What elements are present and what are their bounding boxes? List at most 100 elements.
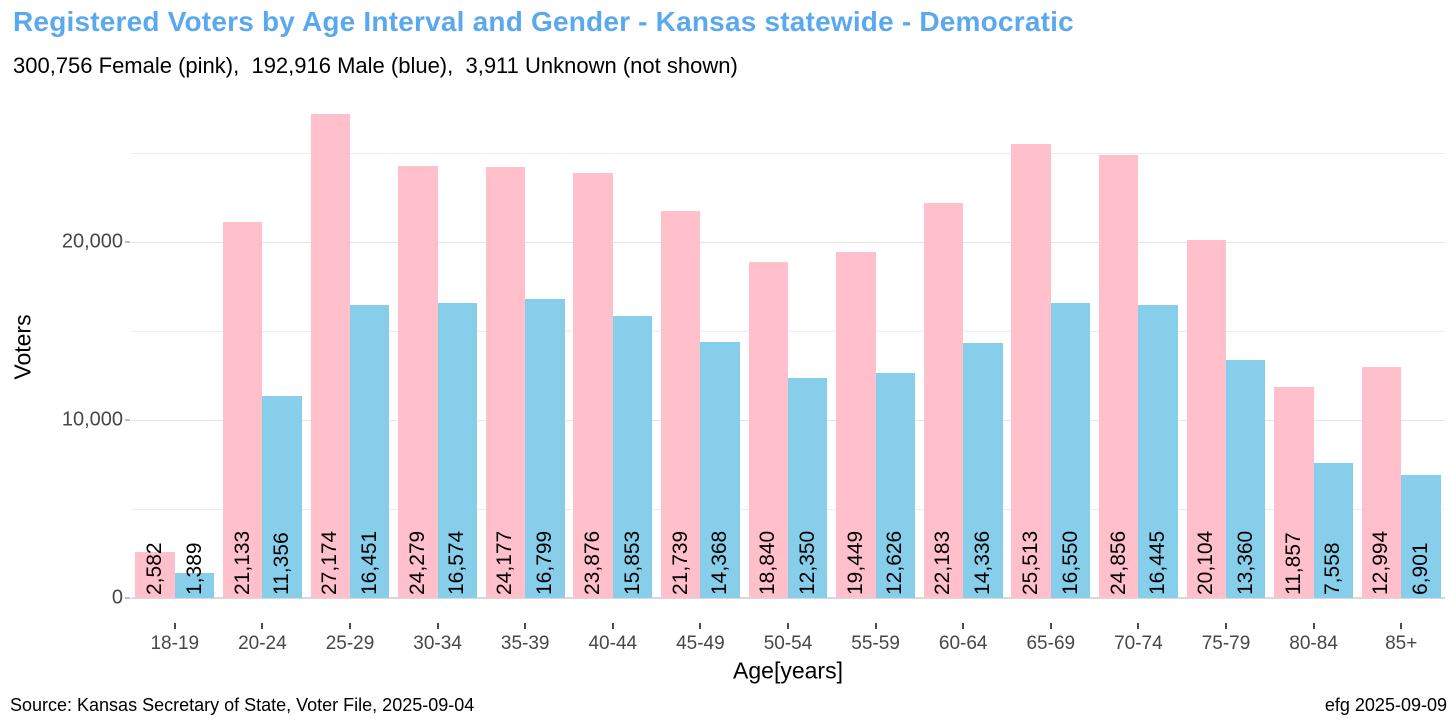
bar-female-55-59 xyxy=(836,251,876,598)
bar-value-label-female-70-74: 24,856 xyxy=(1106,530,1130,595)
bar-male-45-49 xyxy=(700,342,740,598)
source-caption: Source: Kansas Secretary of State, Voter… xyxy=(10,695,475,715)
bar-male-40-44 xyxy=(612,315,653,598)
bar-value-label-male-60-64: 14,336 xyxy=(970,530,994,595)
bar-value-label-female-50-54: 18,840 xyxy=(756,530,780,595)
bar-male-65-69 xyxy=(1050,303,1091,598)
bar-male-60-64 xyxy=(963,342,1003,598)
x-tick-mark-18-19 xyxy=(173,623,176,629)
bar-value-label-male-85+: 6,901 xyxy=(1408,542,1432,595)
x-tick-label-55-59: 55-59 xyxy=(851,633,900,654)
y-tick-label-0: 0 xyxy=(111,586,123,609)
bar-value-label-male-75-79: 13,360 xyxy=(1233,530,1257,595)
x-tick-mark-45-49 xyxy=(699,623,702,629)
gridline-20000 xyxy=(131,241,1445,243)
x-tick-mark-85+ xyxy=(1400,623,1403,629)
bar-value-label-female-30-34: 24,279 xyxy=(405,530,429,595)
x-tick-label-75-79: 75-79 xyxy=(1201,633,1251,654)
bar-male-25-29 xyxy=(350,305,390,598)
x-tick-label-18-19: 18-19 xyxy=(150,633,200,654)
gridline-15000 xyxy=(131,330,1445,332)
y-tick-label-20000: 20,000 xyxy=(61,230,123,253)
x-axis-line xyxy=(131,597,1445,599)
x-tick-mark-75-79 xyxy=(1225,623,1227,629)
bar-male-35-39 xyxy=(525,298,565,598)
bar-value-label-female-35-39: 24,177 xyxy=(493,530,517,595)
bar-male-80-84 xyxy=(1313,463,1353,598)
bar-male-75-79 xyxy=(1226,360,1266,598)
bar-female-40-44 xyxy=(573,172,613,598)
bar-female-70-74 xyxy=(1098,155,1139,598)
bar-value-label-female-60-64: 22,183 xyxy=(931,530,955,595)
bar-value-label-female-65-69: 25,513 xyxy=(1019,530,1043,595)
y-tick-mark-10000 xyxy=(125,418,130,421)
bar-value-label-female-40-44: 23,876 xyxy=(581,530,605,595)
bar-female-60-64 xyxy=(923,202,964,598)
x-tick-mark-30-34 xyxy=(436,623,439,629)
bar-female-20-24 xyxy=(222,221,263,598)
x-tick-mark-60-64 xyxy=(962,623,965,629)
bar-value-label-male-20-24: 11,356 xyxy=(270,532,294,595)
x-tick-mark-40-44 xyxy=(611,623,614,629)
bar-male-50-54 xyxy=(788,378,828,598)
bar-value-label-female-80-84: 11,857 xyxy=(1281,532,1305,595)
bar-value-label-female-20-24: 21,133 xyxy=(230,530,254,595)
bar-value-label-female-75-79: 20,104 xyxy=(1194,530,1218,595)
bar-male-30-34 xyxy=(437,302,477,598)
bar-value-label-male-55-59: 12,626 xyxy=(883,530,907,595)
bar-value-label-male-50-54: 12,350 xyxy=(795,530,819,595)
bar-value-label-male-35-39: 16,799 xyxy=(532,530,556,595)
x-tick-mark-55-59 xyxy=(874,623,877,629)
gridline-25000 xyxy=(131,152,1445,154)
chart-title: Registered Voters by Age Interval and Ge… xyxy=(13,6,1074,37)
bar-male-20-24 xyxy=(262,395,302,598)
x-tick-mark-70-74 xyxy=(1137,623,1140,629)
x-tick-label-85+: 85+ xyxy=(1385,633,1418,654)
x-tick-label-60-64: 60-64 xyxy=(938,633,988,654)
bar-male-55-59 xyxy=(875,373,915,598)
bar-value-label-male-40-44: 15,853 xyxy=(620,530,644,595)
bar-male-70-74 xyxy=(1138,305,1178,598)
chart-subtitle: 300,756 Female (pink), 192,916 Male (blu… xyxy=(13,53,738,78)
bar-female-80-84 xyxy=(1274,386,1314,598)
x-tick-label-20-24: 20-24 xyxy=(238,633,287,654)
x-tick-mark-20-24 xyxy=(261,623,264,629)
y-axis-title: Voters xyxy=(9,314,36,380)
bar-female-35-39 xyxy=(485,167,526,598)
y-tick-mark-0 xyxy=(125,597,130,599)
bar-female-50-54 xyxy=(748,262,788,598)
bar-value-label-male-70-74: 16,445 xyxy=(1146,530,1170,595)
x-tick-label-35-39: 35-39 xyxy=(500,633,550,654)
bar-female-30-34 xyxy=(398,165,438,598)
x-tick-label-40-44: 40-44 xyxy=(588,633,638,654)
bar-value-label-male-18-19: 1,389 xyxy=(182,542,206,595)
bar-value-label-male-65-69: 16,550 xyxy=(1058,530,1082,595)
bar-value-label-female-55-59: 19,449 xyxy=(843,530,867,595)
bar-female-65-69 xyxy=(1011,143,1051,598)
x-tick-label-45-49: 45-49 xyxy=(676,633,725,654)
y-tick-mark-20000 xyxy=(125,240,130,243)
bar-value-label-female-25-29: 27,174 xyxy=(318,530,342,595)
x-tick-mark-80-84 xyxy=(1312,623,1315,629)
x-tick-label-25-29: 25-29 xyxy=(325,633,375,654)
x-tick-label-70-74: 70-74 xyxy=(1114,633,1163,654)
credit-caption: efg 2025-09-09 xyxy=(1324,695,1447,715)
bar-male-18-19 xyxy=(174,573,215,598)
bar-female-45-49 xyxy=(660,210,701,598)
bar-value-label-female-85+: 12,994 xyxy=(1369,530,1393,595)
x-tick-mark-35-39 xyxy=(524,623,527,629)
x-tick-label-50-54: 50-54 xyxy=(763,633,813,654)
x-tick-mark-25-29 xyxy=(349,623,351,629)
bar-value-label-male-30-34: 16,574 xyxy=(445,530,469,595)
bar-male-85+ xyxy=(1401,475,1441,598)
x-tick-label-80-84: 80-84 xyxy=(1289,633,1338,654)
bar-value-label-male-45-49: 14,368 xyxy=(708,530,732,595)
bar-female-18-19 xyxy=(135,552,175,598)
bar-value-label-female-18-19: 2,582 xyxy=(143,542,167,595)
x-tick-label-30-34: 30-34 xyxy=(413,633,462,654)
x-tick-mark-65-69 xyxy=(1049,623,1052,629)
bar-value-label-male-25-29: 16,451 xyxy=(357,530,381,595)
bar-value-label-female-45-49: 21,739 xyxy=(668,530,692,595)
x-tick-mark-50-54 xyxy=(787,623,789,629)
x-tick-label-65-69: 65-69 xyxy=(1026,633,1076,654)
